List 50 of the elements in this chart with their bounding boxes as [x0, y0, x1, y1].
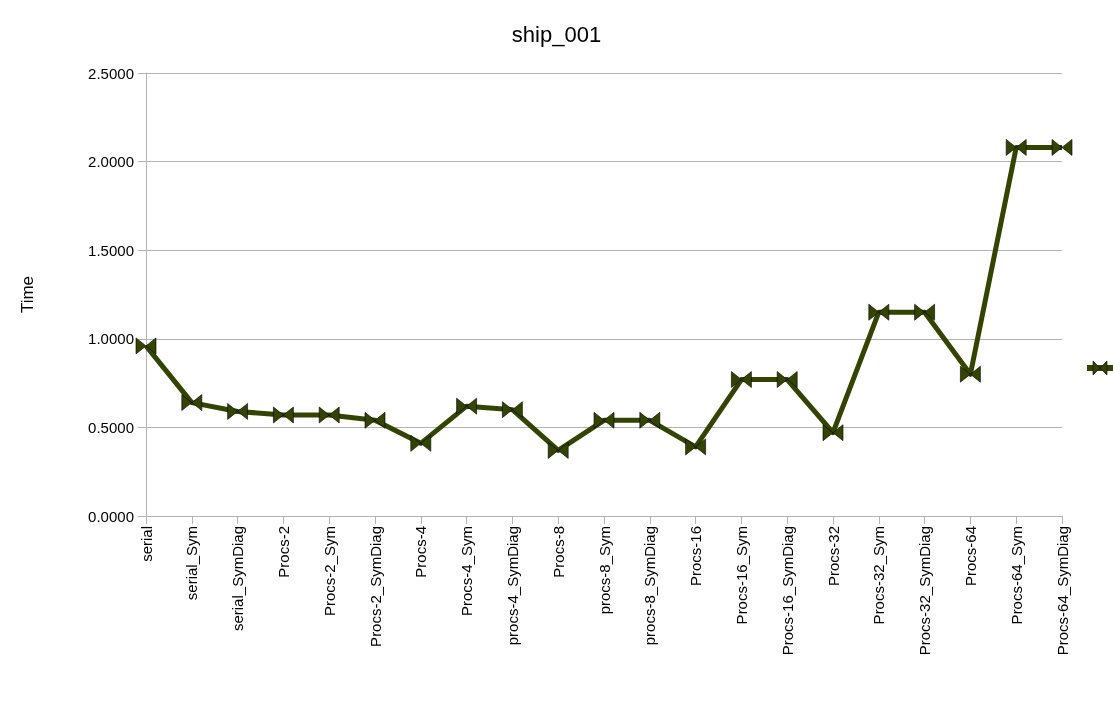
- x-tick-label: procs-8_Sym: [595, 526, 613, 615]
- x-tick-label: Procs-64_Sym: [1007, 526, 1025, 625]
- point: [1051, 139, 1073, 156]
- x-tick-label: Procs-2: [274, 526, 292, 578]
- point: [776, 371, 798, 388]
- x-tick-label: Procs-16: [687, 526, 705, 587]
- point: [273, 406, 294, 424]
- point: [181, 394, 203, 411]
- x-tick-label: serial: [137, 526, 155, 562]
- point: [639, 412, 661, 429]
- x-tick-label: Procs-32_Sym: [870, 526, 888, 625]
- y-tick-label: 2.5000: [88, 64, 134, 82]
- point: [318, 406, 340, 424]
- chart-title: ship_001: [511, 21, 602, 47]
- x-tick-label: Procs-4: [412, 526, 430, 578]
- x-tick-label: procs-8_SymDiag: [641, 526, 659, 646]
- x-tick-label: Procs-8: [549, 526, 567, 578]
- point: [593, 412, 615, 429]
- point: [502, 401, 523, 418]
- point: [1005, 139, 1027, 156]
- x-tick-label: Procs-32_SymDiag: [916, 526, 934, 656]
- x-tick-label: Procs-64_SymDiag: [1053, 526, 1071, 656]
- x-tick-label: serial_Sym: [183, 526, 201, 601]
- y-tick-label: 1.5000: [88, 241, 134, 259]
- x-tick-label: Procs-32: [824, 526, 842, 587]
- point: [822, 424, 844, 442]
- y-tick-label: 2.0000: [88, 153, 134, 171]
- point: [914, 303, 935, 321]
- x-tick-label: Procs-64: [961, 526, 979, 587]
- point: [410, 435, 432, 452]
- x-tick-label: Procs-16_Sym: [732, 526, 750, 625]
- point: [364, 412, 386, 429]
- point: [227, 403, 248, 420]
- y-tick-label: 0.5000: [88, 418, 134, 436]
- y-tick-label: 1.0000: [88, 330, 134, 348]
- point: [547, 442, 569, 459]
- y-tick-label: 0.0000: [88, 507, 134, 525]
- x-tick-label: Procs-2_SymDiag: [366, 526, 384, 647]
- point: [135, 337, 157, 355]
- x-tick-label: Procs-4_Sym: [458, 526, 476, 617]
- point: [960, 365, 981, 383]
- x-tick-label: serial_SymDiag: [229, 526, 247, 632]
- point: [685, 438, 706, 456]
- point: [456, 397, 477, 415]
- x-tick-label: procs-4_SymDiag: [503, 526, 521, 646]
- point: [868, 303, 890, 321]
- point: [731, 371, 752, 388]
- x-tick-label: Procs-16_SymDiag: [778, 526, 796, 656]
- y-axis-title: Time: [18, 275, 37, 314]
- x-tick-label: Procs-2_Sym: [320, 526, 338, 617]
